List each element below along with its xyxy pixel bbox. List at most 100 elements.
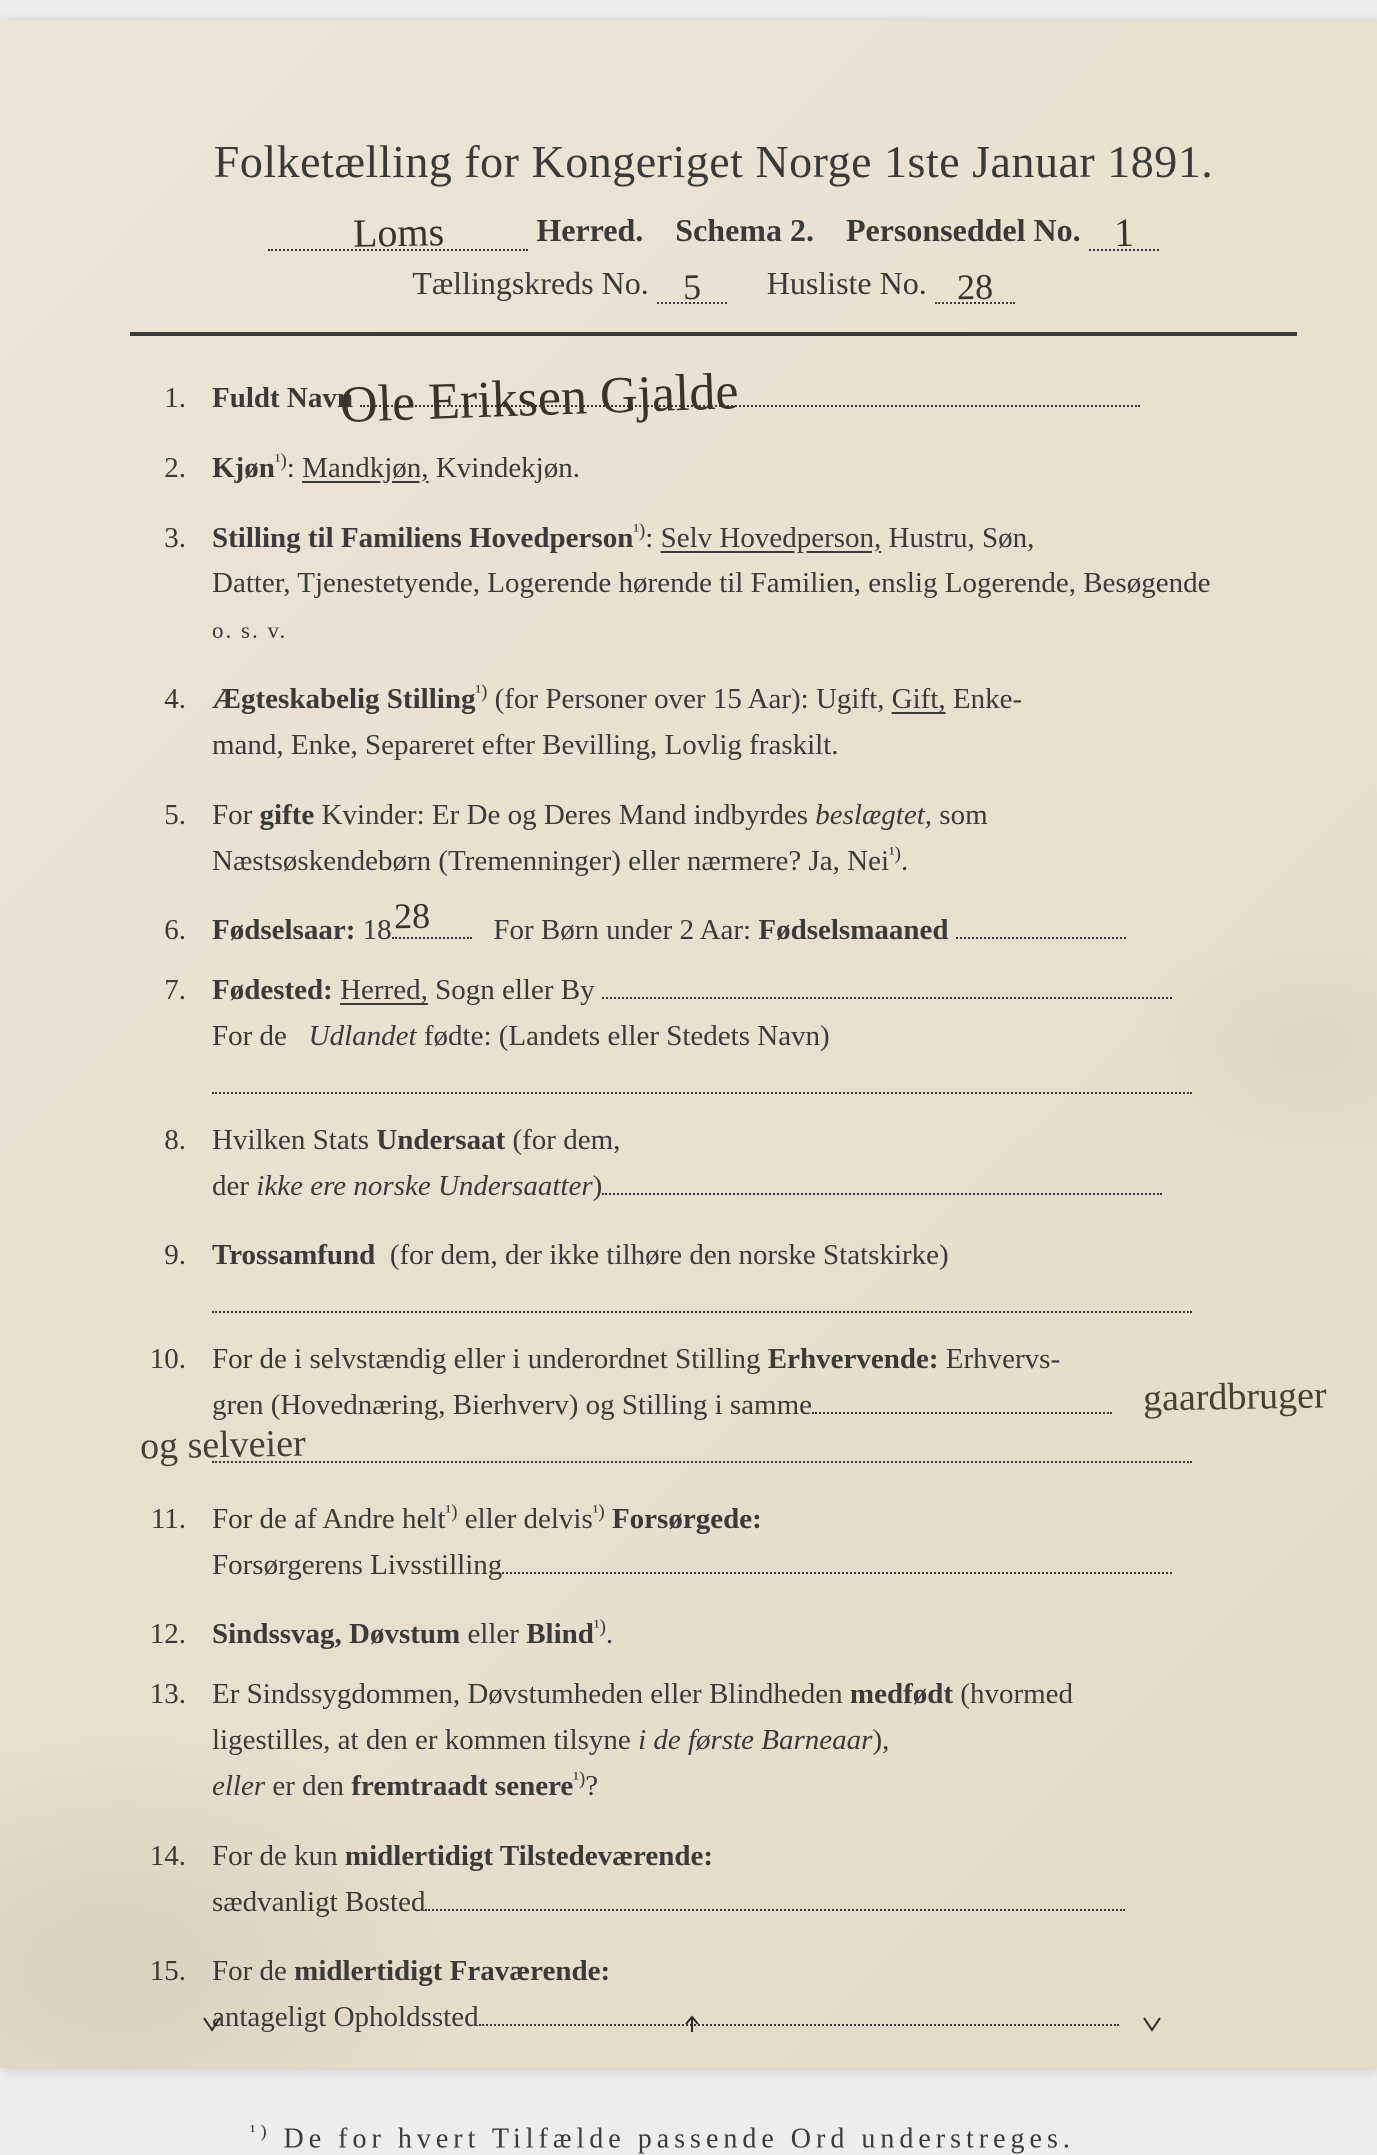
personseddel-label: Personseddel No. — [846, 212, 1081, 248]
herred-label: Herred. — [536, 212, 643, 248]
label-trossamfund: Trossamfund — [212, 1239, 375, 1271]
text-for-born: For Børn under 2 Aar: — [493, 914, 751, 946]
kreds-label: Tællingskreds No. — [412, 265, 648, 301]
text-som: som — [939, 799, 987, 831]
herred-field: Loms — [268, 212, 528, 251]
undersaat-dotline — [602, 1166, 1162, 1195]
item-body: Ægteskabelig Stilling¹) (for Personer ov… — [212, 677, 1297, 769]
binding-mark-icon — [680, 2014, 704, 2038]
item-body: For de i selvstændig eller i underordnet… — [212, 1337, 1297, 1463]
text-antageligt-opholdssted: antageligt Opholdssted — [212, 2001, 479, 2033]
value-gift: Gift, — [892, 683, 946, 715]
handwritten-occupation-1: gaardbruger — [1143, 1366, 1328, 1429]
item-5: 5. For gifte Kvinder: Er De og Deres Man… — [140, 793, 1297, 885]
label-erhvervende: Erhvervende: — [768, 1343, 939, 1375]
footnote-ref: ¹) — [475, 681, 487, 702]
text-for-de-15: For de — [212, 1955, 287, 1987]
personseddel-field: 1 — [1089, 212, 1159, 251]
form-title: Folketælling for Kongeriget Norge 1ste J… — [130, 135, 1297, 188]
label-fravaerende: midlertidigt Fraværende: — [294, 1955, 610, 1987]
item-body: Fødested: Herred, Sogn eller By For de U… — [212, 968, 1297, 1094]
item-number: 11. — [140, 1497, 212, 1589]
item-3: 3. Stilling til Familiens Hovedperson¹):… — [140, 516, 1297, 653]
footnote-ref: ¹) — [594, 1617, 606, 1638]
text-for-andre-helt: For de af Andre helt — [212, 1503, 446, 1535]
binding-mark-icon — [200, 2014, 224, 2038]
item-14: 14. For de kun midlertidigt Tilstedevære… — [140, 1834, 1297, 1926]
item-10: 10. For de i selvstændig eller i underor… — [140, 1337, 1297, 1463]
text-for-dem: (for dem, — [512, 1124, 620, 1156]
item-body: Fuldt Navn Ole Eriksen Gjalde — [212, 376, 1297, 422]
footnote-ref: ¹) — [275, 450, 287, 471]
item-number: 2. — [140, 446, 212, 492]
text-hvilken-stats: Hvilken Stats — [212, 1124, 369, 1156]
text-enke: Enke- — [953, 683, 1022, 715]
label-gifte: gifte — [260, 799, 315, 831]
value-kvindekjon: Kvindekjøn. — [436, 452, 580, 484]
text-naestsosk: Næstsøskendebørn (Tremenninger) eller næ… — [212, 845, 889, 877]
text-eller-i: eller — [212, 1770, 265, 1802]
text-for-de-kun: For de kun — [212, 1840, 338, 1872]
item-2: 2. Kjøn¹): Mandkjøn, Kvindekjøn. — [140, 446, 1297, 492]
item-12: 12. Sindssvag, Døvstum eller Blind¹). — [140, 1612, 1297, 1658]
text-eller: eller — [467, 1618, 519, 1650]
value-selv-hovedperson: Selv Hovedperson, — [661, 522, 882, 554]
label-kjon: Kjøn — [212, 452, 275, 484]
label-fuldt-navn: Fuldt Navn — [212, 382, 353, 414]
handwritten-year: 28 — [393, 902, 429, 931]
form-header: Folketælling for Kongeriget Norge 1ste J… — [130, 135, 1297, 304]
husliste-field: 28 — [935, 265, 1015, 304]
herred-handwritten: Loms — [353, 216, 445, 250]
footnote-marker: ¹) — [250, 2121, 272, 2141]
item-number: 6. — [140, 908, 212, 954]
item-13: 13. Er Sindssygdommen, Døvstumheden elle… — [140, 1672, 1297, 1809]
text-ligestilles: ligestilles, at den er kommen tilsyne — [212, 1724, 631, 1756]
personseddel-handwritten: 1 — [1113, 217, 1134, 249]
label-tilstedevaerende: midlertidigt Tilstedeværende: — [345, 1840, 713, 1872]
text-eller-delvis: eller delvis — [465, 1503, 593, 1535]
binding-mark-icon — [1140, 2014, 1164, 2038]
header-line-1: Loms Herred. Schema 2. Personseddel No. … — [130, 212, 1297, 251]
label-medfodt: medfødt — [850, 1678, 953, 1710]
footnote-ref: ¹) — [633, 520, 645, 541]
footnote-ref: ¹) — [593, 1501, 605, 1522]
item-1: 1. Fuldt Navn Ole Eriksen Gjalde — [140, 376, 1297, 422]
forsorger-dotline — [502, 1545, 1172, 1574]
item-11: 11. For de af Andre helt¹) eller delvis¹… — [140, 1497, 1297, 1589]
label-undersaat: Undersaat — [376, 1124, 505, 1156]
item-body: Sindssvag, Døvstum eller Blind¹). — [212, 1612, 1297, 1658]
kreds-handwritten: 5 — [682, 273, 700, 302]
item-number: 7. — [140, 968, 212, 1094]
text-saedvanligt-bosted: sædvanligt Bosted — [212, 1886, 425, 1918]
label-fodested: Fødested: — [212, 974, 333, 1006]
handwritten-name: Ole Eriksen Gjalde — [339, 351, 740, 447]
item-body: For de kun midlertidigt Tilstedeværende:… — [212, 1834, 1297, 1926]
item-number: 1. — [140, 376, 212, 422]
text-hvormed: (hvormed — [960, 1678, 1073, 1710]
text-for-de: For de — [212, 1020, 287, 1052]
text-er-den: er den — [272, 1770, 344, 1802]
item-15: 15. For de midlertidigt Fraværende: anta… — [140, 1949, 1297, 2041]
item-body: Er Sindssygdommen, Døvstumheden eller Bl… — [212, 1672, 1297, 1809]
footnote-ref: ¹) — [889, 843, 901, 864]
item-number: 3. — [140, 516, 212, 653]
item-body: Hvilken Stats Undersaat (for dem, der ik… — [212, 1118, 1297, 1210]
item-4: 4. Ægteskabelig Stilling¹) (for Personer… — [140, 677, 1297, 769]
label-stilling: Stilling til Familiens Hovedperson — [212, 522, 633, 554]
handwritten-occupation-2: og selveier — [139, 1414, 306, 1477]
item-body: Kjøn¹): Mandkjøn, Kvindekjøn. — [212, 446, 1297, 492]
text-18: 18 — [363, 914, 392, 946]
item-number: 8. — [140, 1118, 212, 1210]
label-fremtraadt: fremtraadt senere — [351, 1770, 573, 1802]
label-forsorgede: Forsørgede: — [612, 1503, 762, 1535]
item-body: Fødselsaar: 1828 For Børn under 2 Aar: F… — [212, 908, 1297, 954]
label-fodselsaar: Fødselsaar: — [212, 914, 355, 946]
item-7: 7. Fødested: Herred, Sogn eller By For d… — [140, 968, 1297, 1094]
item-number: 5. — [140, 793, 212, 885]
label-blind: Blind — [526, 1618, 594, 1650]
trossamfund-dotline — [212, 1285, 1192, 1313]
header-line-2: Tællingskreds No. 5 Husliste No. 28 — [130, 265, 1297, 304]
schema-label: Schema 2. — [675, 212, 814, 248]
text-sogn-by: Sogn eller By — [435, 974, 595, 1006]
erhverv-dotline-2 — [212, 1435, 1192, 1463]
